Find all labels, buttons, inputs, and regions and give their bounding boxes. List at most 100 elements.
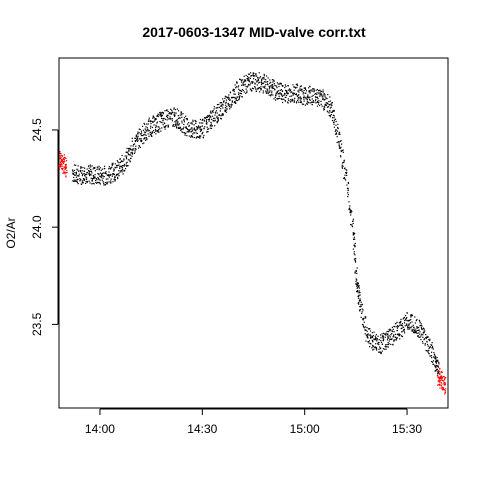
data-point: [141, 139, 143, 142]
data-point: [386, 334, 388, 336]
data-point: [121, 167, 123, 169]
data-point: [159, 111, 161, 114]
data-point: [239, 92, 241, 94]
data-point: [442, 376, 444, 379]
data-point: [443, 382, 445, 384]
data-point: [357, 283, 359, 285]
data-point: [171, 111, 174, 113]
data-point: [155, 118, 157, 120]
data-point: [352, 222, 354, 225]
data-point: [118, 170, 120, 172]
data-point: [238, 95, 240, 98]
data-point: [89, 182, 91, 184]
data-point: [321, 105, 323, 107]
data-point: [84, 178, 86, 180]
data-point: [108, 181, 110, 183]
data-point: [265, 91, 267, 93]
data-point: [308, 91, 310, 93]
data-point: [389, 330, 391, 332]
data-point: [329, 107, 332, 109]
data-point: [384, 336, 386, 338]
data-point: [148, 119, 150, 121]
data-point: [60, 153, 62, 155]
data-point: [251, 81, 253, 83]
data-point: [276, 87, 278, 89]
data-point: [137, 135, 139, 137]
data-point: [316, 105, 319, 107]
data-point: [362, 317, 364, 319]
data-point: [127, 165, 129, 167]
data-point: [297, 101, 300, 103]
data-point: [394, 336, 396, 338]
data-point: [233, 89, 235, 91]
data-point: [295, 83, 297, 86]
data-point: [356, 289, 359, 292]
data-point: [440, 371, 442, 374]
data-point: [100, 169, 102, 171]
data-point: [126, 165, 128, 167]
data-point: [287, 89, 290, 91]
data-point: [125, 164, 127, 166]
data-point: [83, 179, 85, 181]
data-point: [184, 134, 186, 136]
data-point: [437, 360, 439, 363]
data-point: [247, 80, 249, 82]
data-point: [357, 302, 359, 304]
data-point: [372, 346, 374, 348]
data-point: [92, 182, 94, 184]
data-point: [279, 92, 281, 94]
data-point: [134, 147, 136, 150]
data-point: [294, 86, 296, 89]
data-point: [274, 88, 276, 90]
data-point: [254, 87, 256, 89]
data-point: [353, 251, 355, 253]
data-point: [317, 101, 319, 103]
data-point: [352, 218, 354, 220]
data-point: [342, 161, 344, 164]
data-point: [75, 164, 77, 166]
data-point: [114, 179, 116, 181]
data-point: [190, 131, 192, 133]
data-point: [104, 182, 106, 184]
data-point: [295, 93, 297, 95]
data-point: [373, 338, 375, 340]
data-point: [334, 133, 337, 135]
data-point: [402, 318, 404, 320]
data-point: [142, 143, 144, 145]
data-point: [427, 350, 429, 352]
data-point: [75, 176, 78, 178]
data-point: [389, 328, 391, 330]
data-point: [323, 94, 325, 96]
data-point: [339, 147, 342, 149]
data-point: [65, 172, 67, 174]
data-point: [327, 106, 330, 108]
data-point: [411, 314, 413, 316]
data-point: [186, 123, 189, 125]
data-point: [350, 212, 352, 214]
data-point: [318, 101, 320, 104]
data-point: [419, 320, 421, 322]
data-point: [367, 337, 369, 339]
data-point: [134, 149, 136, 151]
data-point: [353, 234, 355, 236]
data-point: [352, 220, 354, 222]
data-point: [185, 126, 187, 128]
data-point: [305, 90, 308, 92]
data-point: [234, 98, 236, 100]
data-point: [72, 172, 74, 174]
data-point: [188, 125, 190, 127]
data-point: [235, 102, 237, 104]
data-point: [306, 96, 309, 98]
data-point: [263, 78, 265, 80]
data-point: [172, 124, 175, 126]
data-point: [89, 170, 91, 172]
data-point: [392, 344, 394, 346]
data-point: [379, 351, 381, 353]
data-point: [292, 84, 294, 86]
data-point: [393, 335, 395, 337]
data-point: [164, 126, 166, 128]
data-point: [268, 91, 271, 93]
data-point: [303, 100, 305, 102]
data-point: [123, 163, 126, 166]
data-point: [145, 134, 147, 137]
